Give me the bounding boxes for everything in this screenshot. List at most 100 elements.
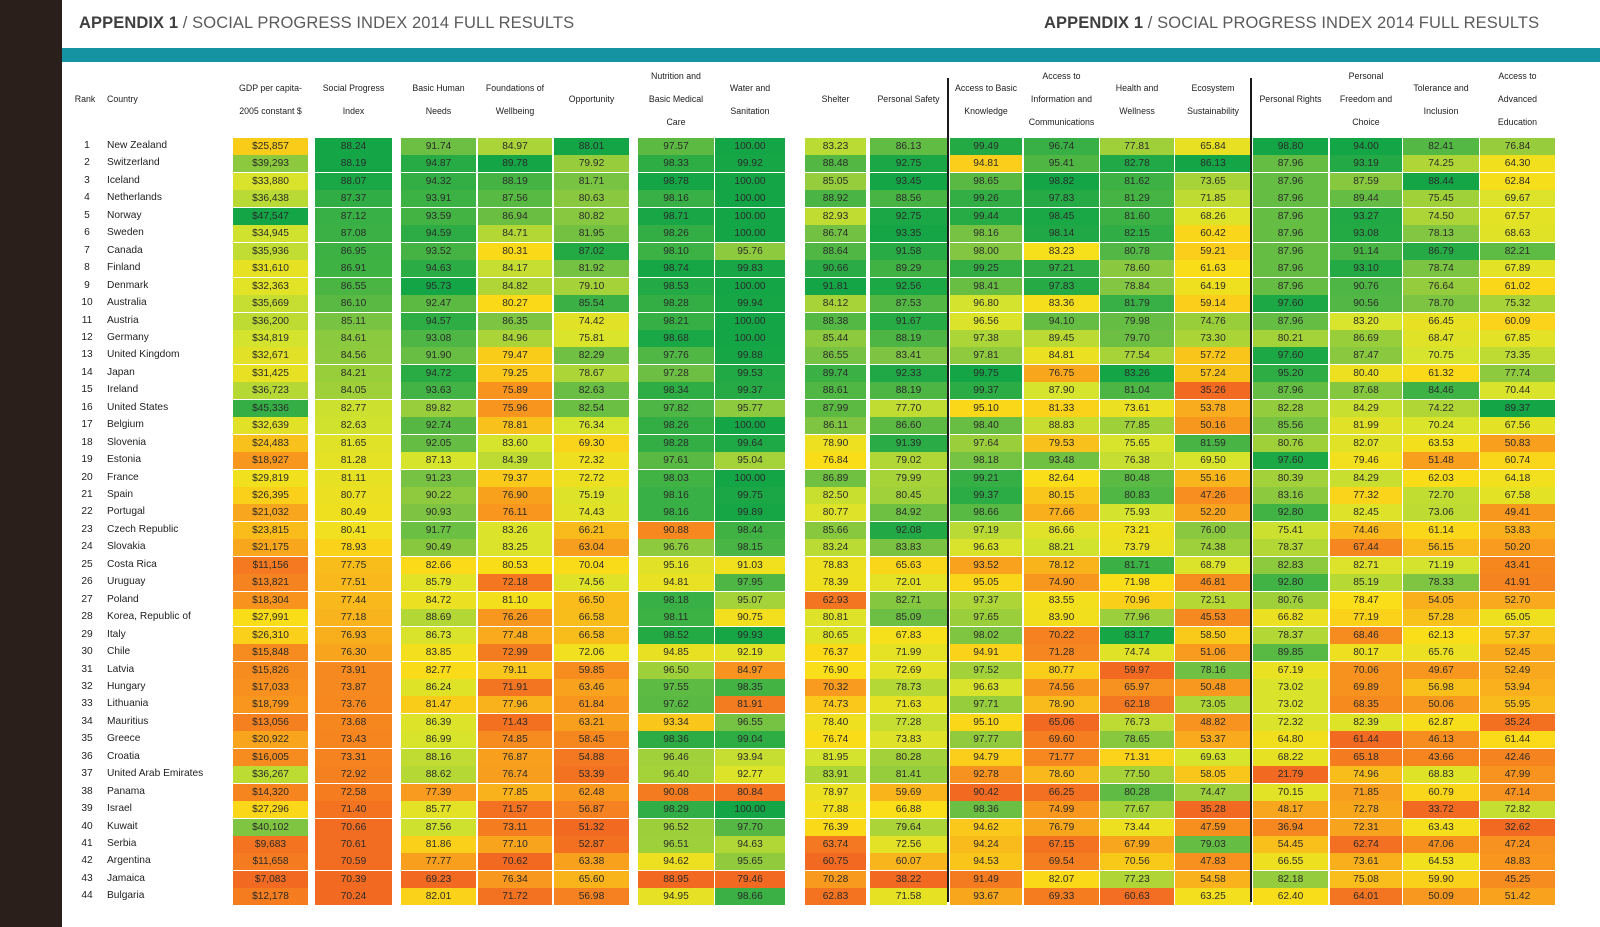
table-cell: 92.74	[401, 417, 476, 435]
column-header-line: Access to	[1498, 71, 1537, 82]
table-cell: 70.28	[805, 870, 866, 888]
table-cell: 78.70	[1403, 295, 1479, 313]
table-cell: $26,310	[233, 626, 308, 644]
table-cell: 73.61	[1100, 399, 1174, 417]
table-cell: 82.77	[401, 661, 476, 679]
table-cell: 87.96	[1253, 172, 1328, 190]
table-cell: 95.16	[638, 556, 714, 574]
row-country: Slovenia	[107, 436, 147, 448]
table-cell: 61.44	[1330, 731, 1402, 749]
row-country: Lithuania	[107, 698, 149, 710]
table-cell: 59.90	[1403, 870, 1479, 888]
table-cell: 94.91	[950, 644, 1022, 662]
table-cell: 98.45	[1024, 207, 1099, 225]
table-cell: 80.15	[1024, 487, 1099, 504]
table-cell: 74.74	[1100, 644, 1174, 662]
table-cell: 77.50	[1100, 766, 1174, 784]
row-country: Czech Republic	[107, 523, 179, 535]
table-cell: 70.44	[1480, 382, 1555, 400]
table-cell: $9,683	[233, 836, 308, 853]
table-cell: 97.38	[950, 329, 1022, 347]
table-cell: 88.16	[401, 748, 476, 766]
table-cell: 80.84	[715, 783, 785, 801]
table-cell: 88.19	[478, 172, 552, 190]
table-cell: $11,156	[233, 556, 308, 574]
table-cell: 70.24	[1403, 417, 1479, 435]
table-cell: 77.66	[1024, 504, 1099, 522]
table-cell: 74.90	[1024, 574, 1099, 592]
table-cell: 95.65	[715, 853, 785, 871]
table-cell: 87.96	[1253, 242, 1328, 260]
table-cell: 98.14	[1024, 225, 1099, 243]
column-header-line: Social Progress	[322, 82, 385, 93]
table-cell: 82.18	[1253, 870, 1328, 888]
table-cell: 87.90	[1024, 382, 1099, 400]
row-country: United Kingdom	[107, 349, 180, 361]
table-cell: 70.96	[1100, 591, 1174, 609]
table-cell: 47.83	[1175, 853, 1251, 871]
row-country: Belgium	[107, 419, 144, 431]
table-cell: 82.77	[315, 399, 392, 417]
table-cell: 76.90	[805, 661, 866, 679]
table-cell: 98.33	[638, 155, 714, 173]
table-cell: $7,083	[233, 870, 308, 888]
table-cell: 96.74	[1024, 138, 1099, 155]
table-cell: 92.75	[870, 207, 947, 225]
table-cell: 73.43	[315, 731, 392, 749]
table-cell: 85.54	[554, 295, 629, 313]
table-cell: 73.05	[1175, 696, 1251, 714]
table-cell: 83.83	[870, 539, 947, 557]
table-cell: 98.82	[1024, 172, 1099, 190]
table-cell: 97.52	[950, 661, 1022, 679]
table-cell: 56.87	[554, 801, 629, 819]
table-cell: 53.78	[1175, 399, 1251, 417]
table-cell: 60.09	[1480, 312, 1555, 330]
table-cell: 76.73	[1100, 713, 1174, 731]
table-cell: 59.69	[870, 783, 947, 801]
row-country: Kuwait	[107, 820, 138, 832]
table-cell: 69.60	[1024, 731, 1099, 749]
table-cell: 84.05	[315, 382, 392, 400]
table-cell: 68.47	[1403, 329, 1479, 347]
table-cell: 99.88	[715, 347, 785, 365]
table-cell: 68.46	[1330, 626, 1402, 644]
table-cell: 73.68	[315, 713, 392, 731]
table-cell: 91.58	[870, 242, 947, 260]
table-cell: 62.40	[1253, 888, 1328, 906]
table-cell: 81.29	[1100, 190, 1174, 208]
table-cell: 91.03	[715, 556, 785, 574]
table-cell: 99.37	[715, 382, 785, 400]
table-cell: 98.66	[950, 504, 1022, 522]
table-cell: 81.65	[315, 434, 392, 452]
table-cell: 69.30	[554, 434, 629, 452]
table-cell: 70.22	[1024, 626, 1099, 644]
table-cell: 73.21	[1100, 521, 1174, 539]
table-cell: 79.11	[478, 661, 552, 679]
table-cell: 79.47	[478, 347, 552, 365]
table-cell: 98.44	[715, 521, 785, 539]
table-cell: 88.62	[401, 766, 476, 784]
row-country: Ireland	[107, 384, 139, 396]
table-cell: 90.88	[638, 521, 714, 539]
column-header-9: Access to Basic Knowledge	[946, 78, 1026, 122]
table-cell: 58.50	[1175, 626, 1251, 644]
column-header-line: Sanitation	[730, 105, 770, 116]
table-cell: 51.06	[1175, 644, 1251, 662]
table-cell: 88.92	[805, 190, 866, 208]
column-header-line: Care	[666, 117, 686, 128]
table-cell: 59.21	[1175, 242, 1251, 260]
table-cell: 95.05	[950, 574, 1022, 592]
table-cell: 91.77	[401, 521, 476, 539]
table-cell: 90.66	[805, 260, 866, 278]
table-cell: 79.10	[554, 277, 629, 295]
table-cell: 48.83	[1480, 853, 1555, 871]
table-cell: 81.79	[1100, 295, 1174, 313]
table-cell: 98.16	[950, 225, 1022, 243]
header-appendix-right: APPENDIX 1	[1044, 14, 1144, 32]
table-cell: 86.69	[1330, 329, 1402, 347]
table-cell: 88.01	[554, 138, 629, 155]
table-cell: 90.76	[1330, 277, 1402, 295]
table-cell: 72.69	[870, 661, 947, 679]
table-cell: 64.19	[1175, 277, 1251, 295]
table-cell: 91.74	[401, 138, 476, 155]
